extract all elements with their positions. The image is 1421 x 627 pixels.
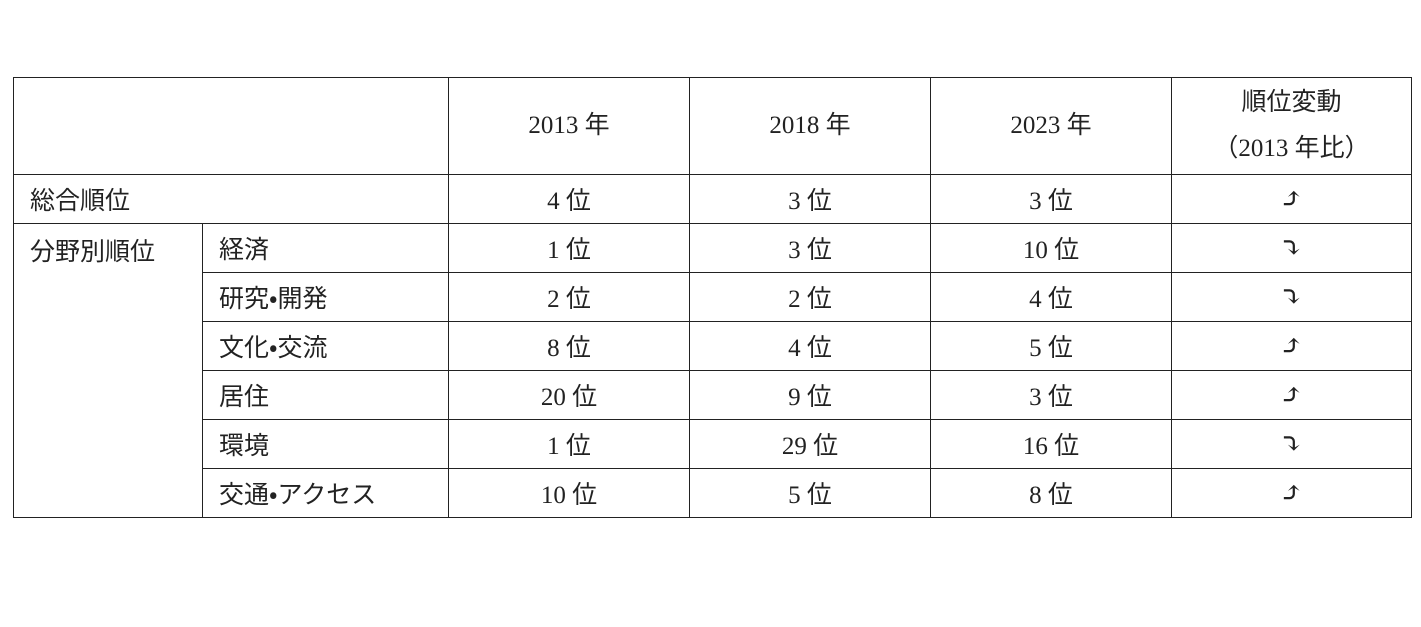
rank: 20 位 bbox=[448, 370, 690, 420]
table-row: 環境 1 位 29 位 16 位 ⤵ bbox=[14, 419, 1412, 469]
change-arrow: ⤵ bbox=[1171, 272, 1412, 322]
row-label: 研究・開発 bbox=[202, 272, 449, 322]
rank: 3 位 bbox=[689, 174, 931, 224]
header-blank bbox=[13, 77, 449, 175]
rank: 29 位 bbox=[689, 419, 931, 469]
year-header: 2023 年 bbox=[930, 77, 1172, 175]
rank: 8 位 bbox=[448, 321, 690, 371]
group-label: 分野別順位 bbox=[13, 223, 203, 518]
row-label: 文化・交流 bbox=[202, 321, 449, 371]
rank: 2 位 bbox=[448, 272, 690, 322]
change-header-line: （2013 年比） bbox=[1213, 135, 1370, 162]
change-arrow: ⤵ bbox=[1171, 223, 1412, 273]
row-label: 環境 bbox=[202, 419, 449, 469]
rank: 1 位 bbox=[448, 223, 690, 273]
change-header: 順位変動 （2013 年比） bbox=[1171, 77, 1412, 175]
row-label: 交通・アクセス bbox=[202, 468, 449, 518]
rank: 3 位 bbox=[930, 174, 1172, 224]
rank: 10 位 bbox=[930, 223, 1172, 273]
rank: 1 位 bbox=[448, 419, 690, 469]
rank: 8 位 bbox=[930, 468, 1172, 518]
change-arrow: ⤴ bbox=[1171, 174, 1412, 224]
row-label: 経済 bbox=[202, 223, 449, 273]
change-arrow: ⤴ bbox=[1171, 468, 1412, 518]
year-header: 2018 年 bbox=[689, 77, 931, 175]
row-label: 居住 bbox=[202, 370, 449, 420]
table-row: 2013 年 2018 年 2023 年 順位変動 （2013 年比） bbox=[13, 77, 1412, 175]
rank: 10 位 bbox=[448, 468, 690, 518]
rank: 16 位 bbox=[930, 419, 1172, 469]
row-label: 総合順位 bbox=[13, 174, 449, 224]
rank: 2 位 bbox=[689, 272, 931, 322]
rank: 3 位 bbox=[689, 223, 931, 273]
change-arrow: ⤴ bbox=[1171, 321, 1412, 371]
rank: 4 位 bbox=[448, 174, 690, 224]
rank: 5 位 bbox=[930, 321, 1172, 371]
rank: 3 位 bbox=[930, 370, 1172, 420]
rank: 9 位 bbox=[689, 370, 931, 420]
change-header-line: 順位変動 bbox=[1241, 89, 1342, 116]
rank: 4 位 bbox=[689, 321, 931, 371]
year-header: 2013 年 bbox=[448, 77, 690, 175]
rank: 4 位 bbox=[930, 272, 1172, 322]
rank: 5 位 bbox=[689, 468, 931, 518]
change-arrow: ⤵ bbox=[1171, 419, 1412, 469]
change-arrow: ⤴ bbox=[1171, 370, 1412, 420]
